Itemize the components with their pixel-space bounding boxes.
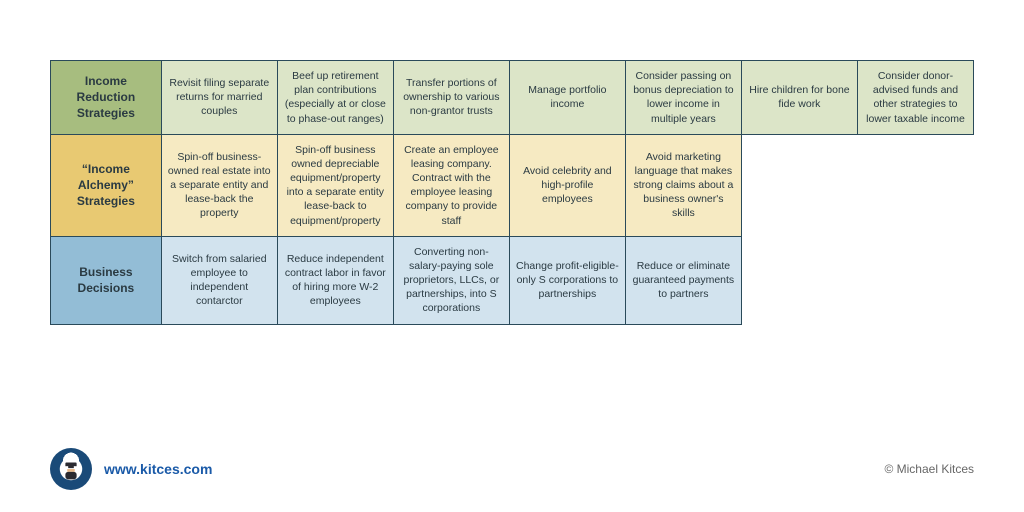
- strategy-cell: Create an employee leasing company. Cont…: [393, 134, 509, 236]
- strategies-table: Income Reduction StrategiesRevisit filin…: [50, 60, 974, 325]
- table-row: Income Reduction StrategiesRevisit filin…: [51, 61, 974, 135]
- strategy-cell: Revisit filing separate returns for marr…: [161, 61, 277, 135]
- copyright: © Michael Kitces: [884, 462, 974, 476]
- avatar-icon: [56, 454, 86, 484]
- strategy-cell: Avoid celebrity and high-profile employe…: [509, 134, 625, 236]
- empty-cell: [857, 134, 973, 236]
- strategy-cell: Reduce independent contract labor in fav…: [277, 236, 393, 324]
- row-header: Business Decisions: [51, 236, 162, 324]
- strategy-cell: Consider passing on bonus depreciation t…: [625, 61, 741, 135]
- strategy-cell: Converting non-salary-paying sole propri…: [393, 236, 509, 324]
- site-url[interactable]: www.kitces.com: [104, 461, 212, 477]
- table-row: Business DecisionsSwitch from salaried e…: [51, 236, 974, 324]
- strategy-cell: Consider donor-advised funds and other s…: [857, 61, 973, 135]
- empty-cell: [857, 236, 973, 324]
- table-row: “Income Alchemy” StrategiesSpin-off busi…: [51, 134, 974, 236]
- strategy-cell: Hire children for bone fide work: [741, 61, 857, 135]
- strategy-cell: Spin-off business-owned real estate into…: [161, 134, 277, 236]
- strategy-cell: Beef up retirement plan contributions (e…: [277, 61, 393, 135]
- brand: www.kitces.com: [50, 448, 212, 490]
- strategy-cell: Transfer portions of ownership to variou…: [393, 61, 509, 135]
- row-header: Income Reduction Strategies: [51, 61, 162, 135]
- strategy-cell: Spin-off business owned depreciable equi…: [277, 134, 393, 236]
- footer: www.kitces.com © Michael Kitces: [50, 448, 974, 490]
- strategy-cell: Reduce or eliminate guaranteed payments …: [625, 236, 741, 324]
- table-container: Income Reduction StrategiesRevisit filin…: [0, 0, 1024, 325]
- empty-cell: [741, 236, 857, 324]
- row-header: “Income Alchemy” Strategies: [51, 134, 162, 236]
- author-avatar: [50, 448, 92, 490]
- empty-cell: [741, 134, 857, 236]
- strategy-cell: Switch from salaried employee to indepen…: [161, 236, 277, 324]
- strategy-cell: Change profit-eligible-only S corporatio…: [509, 236, 625, 324]
- strategy-cell: Manage portfolio income: [509, 61, 625, 135]
- strategy-cell: Avoid marketing language that makes stro…: [625, 134, 741, 236]
